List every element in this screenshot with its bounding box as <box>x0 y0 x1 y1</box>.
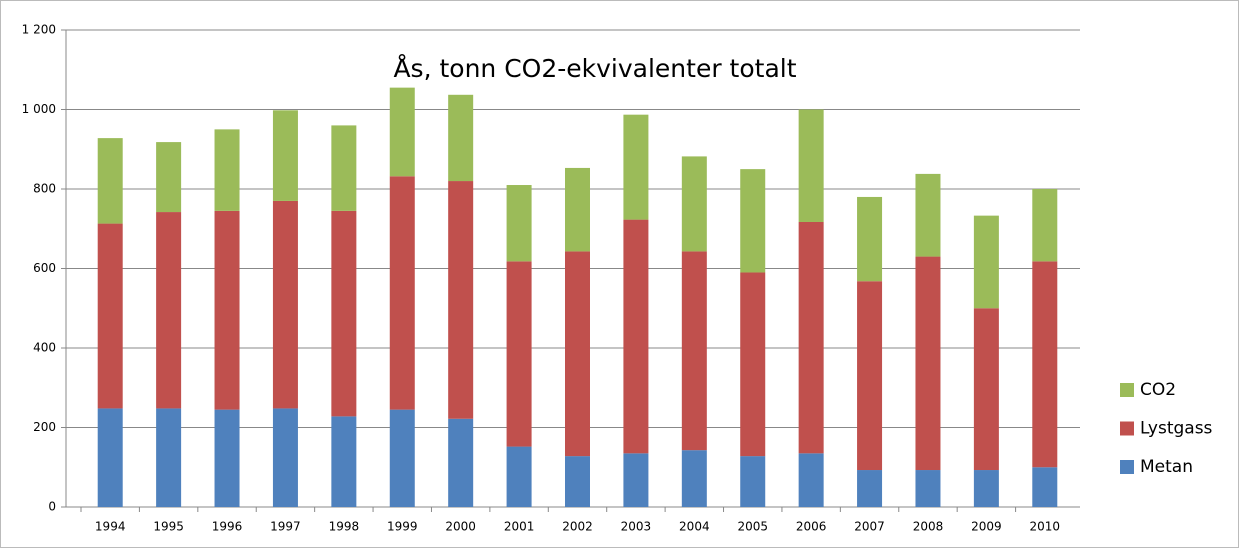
bar-segment <box>915 173 941 257</box>
bar-segment <box>506 261 532 447</box>
bar-segment <box>506 185 532 262</box>
bar-segment <box>448 181 474 419</box>
bar-segment <box>97 223 123 409</box>
bar-segment <box>740 169 766 273</box>
y-tick-label: 800 <box>33 182 56 196</box>
bar-segment <box>272 110 298 201</box>
bar-segment <box>1032 261 1058 468</box>
bar-segment <box>214 129 240 211</box>
bar-segment <box>623 219 649 454</box>
bar-segment <box>740 456 766 507</box>
legend-swatch <box>1120 460 1134 474</box>
bar-segment <box>448 94 474 182</box>
chart-title: Ås, tonn CO2-ekvivalenter totalt <box>393 54 796 83</box>
y-tick-label: 200 <box>33 420 56 434</box>
x-tick-label: 2005 <box>737 520 768 534</box>
x-tick-label: 2009 <box>971 520 1002 534</box>
bar-segment <box>331 210 357 417</box>
x-tick-label: 1998 <box>329 520 360 534</box>
y-tick-label: 0 <box>48 500 56 514</box>
x-tick-label: 1996 <box>212 520 243 534</box>
bar-segment <box>915 470 941 507</box>
bar-segment <box>973 470 999 507</box>
bar-segment <box>681 156 707 252</box>
bar-segment <box>156 142 182 213</box>
x-tick-label: 2004 <box>679 520 710 534</box>
legend-swatch <box>1120 383 1134 397</box>
x-tick-label: 1997 <box>270 520 301 534</box>
bar-segment <box>857 470 883 507</box>
bar-segment <box>857 281 883 471</box>
x-tick-label: 1994 <box>95 520 126 534</box>
bar-segment <box>389 87 415 177</box>
bar-segment <box>973 308 999 471</box>
bar-segment <box>272 408 298 507</box>
bar-segment <box>681 251 707 451</box>
bar-segment <box>506 446 532 507</box>
x-tick-label: 1995 <box>153 520 184 534</box>
bar-segment <box>97 138 123 224</box>
y-tick-label: 1 200 <box>22 23 56 37</box>
bar-segment <box>973 215 999 309</box>
x-tick-label: 1999 <box>387 520 418 534</box>
x-tick-label: 2000 <box>445 520 476 534</box>
bar-segment <box>1032 467 1058 507</box>
x-tick-label: 2007 <box>854 520 885 534</box>
bar-segment <box>272 200 298 409</box>
x-tick-label: 2006 <box>796 520 827 534</box>
bar-segment <box>740 272 766 457</box>
bar-segment <box>331 416 357 507</box>
x-tick-label: 2008 <box>913 520 944 534</box>
bar-segment <box>623 453 649 507</box>
y-tick-label: 600 <box>33 261 56 275</box>
bar-segment <box>798 109 824 222</box>
bar-segment <box>565 167 590 252</box>
legend-label: CO2 <box>1140 380 1176 400</box>
x-tick-label: 2010 <box>1030 520 1061 534</box>
bar-segment <box>798 453 824 507</box>
legend-label: Metan <box>1140 457 1193 477</box>
bar-segment <box>97 408 123 507</box>
bar-segment <box>857 196 883 282</box>
bar-segment <box>389 409 415 507</box>
bar-segment <box>156 212 182 409</box>
bar-segment <box>389 176 415 410</box>
y-tick-label: 400 <box>33 341 56 355</box>
bar-segment <box>1032 189 1058 262</box>
bar-segment <box>331 125 357 211</box>
bar-segment <box>156 408 182 507</box>
bar-segment <box>448 418 474 507</box>
x-tick-label: 2003 <box>621 520 652 534</box>
bar-segment <box>565 251 590 457</box>
bar-segment <box>915 256 941 471</box>
legend-swatch <box>1120 421 1134 436</box>
bar-segment <box>565 456 590 507</box>
bar-segment <box>214 409 240 507</box>
legend-label: Lystgass <box>1140 419 1213 439</box>
y-tick-label: 1 000 <box>22 102 56 116</box>
x-tick-label: 2002 <box>562 520 593 534</box>
bar-segment <box>214 210 240 410</box>
bar-segment <box>798 221 824 454</box>
bar-segment <box>623 114 649 220</box>
x-tick-label: 2001 <box>504 520 535 534</box>
bar-segment <box>681 450 707 507</box>
